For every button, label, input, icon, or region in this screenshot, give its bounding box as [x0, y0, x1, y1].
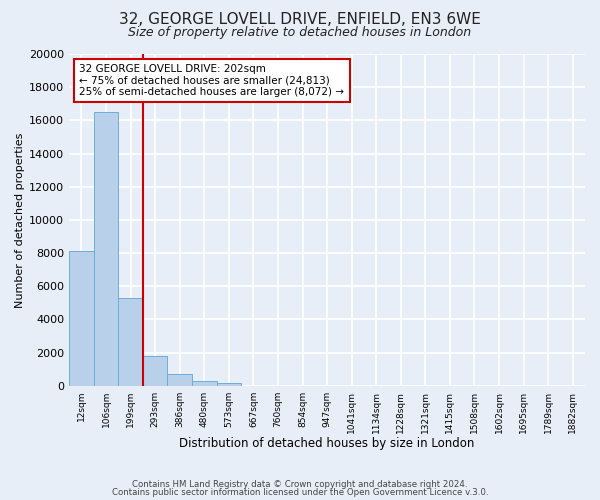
Text: Contains public sector information licensed under the Open Government Licence v.: Contains public sector information licen… [112, 488, 488, 497]
X-axis label: Distribution of detached houses by size in London: Distribution of detached houses by size … [179, 437, 475, 450]
Y-axis label: Number of detached properties: Number of detached properties [15, 132, 25, 308]
Text: 32 GEORGE LOVELL DRIVE: 202sqm
← 75% of detached houses are smaller (24,813)
25%: 32 GEORGE LOVELL DRIVE: 202sqm ← 75% of … [79, 64, 344, 97]
Bar [69, 252, 94, 386]
Bar [94, 112, 118, 386]
Bar [118, 298, 143, 386]
Text: Contains HM Land Registry data © Crown copyright and database right 2024.: Contains HM Land Registry data © Crown c… [132, 480, 468, 489]
Bar [217, 382, 241, 386]
Text: Size of property relative to detached houses in London: Size of property relative to detached ho… [128, 26, 472, 39]
Text: 32, GEORGE LOVELL DRIVE, ENFIELD, EN3 6WE: 32, GEORGE LOVELL DRIVE, ENFIELD, EN3 6W… [119, 12, 481, 28]
Bar [143, 356, 167, 386]
Bar [192, 381, 217, 386]
Bar [167, 374, 192, 386]
